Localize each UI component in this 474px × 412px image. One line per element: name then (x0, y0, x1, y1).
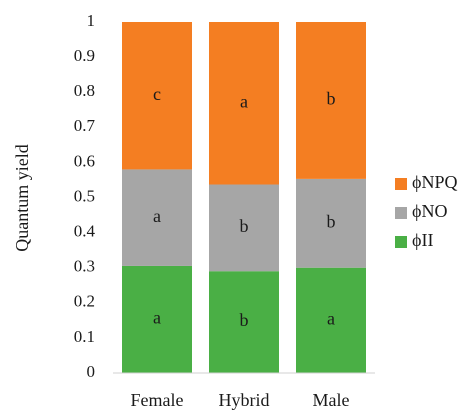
bar-segment-label: c (153, 84, 161, 104)
bar-segment-label: b (240, 310, 249, 330)
x-category-label: Male (313, 390, 350, 410)
y-tick-label: 0.8 (74, 81, 95, 100)
y-tick-label: 1 (87, 11, 96, 30)
bar-segment-label: a (327, 308, 335, 328)
bar-segment-label: b (327, 89, 336, 109)
legend: ϕNPQ ϕNO ϕII (395, 172, 457, 250)
x-category-label: Female (131, 390, 184, 410)
bar-segment-label: a (240, 91, 248, 111)
y-tick-label: 0.2 (74, 292, 95, 311)
bar-segment-hybrid-1 (209, 184, 279, 272)
bars: a a c b b a a b b (122, 22, 366, 373)
bar-segment-female-2 (122, 22, 192, 170)
y-tick-label: 0.5 (74, 186, 95, 205)
x-category-label: Hybrid (219, 390, 270, 410)
y-tick-label: 0.9 (74, 46, 95, 65)
legend-label: ϕNO (412, 201, 447, 221)
bar-segment-label: a (153, 308, 161, 328)
bar-segment-label: b (327, 211, 336, 231)
bar-segment-label: b (240, 216, 249, 236)
y-tick-label: 0.1 (74, 327, 95, 346)
y-tick-label: 0.7 (74, 116, 96, 135)
legend-label: ϕII (412, 230, 433, 250)
bar-segment-hybrid-0 (209, 271, 279, 373)
y-tick-label: 0.4 (74, 222, 96, 241)
legend-swatch (395, 236, 407, 248)
legend-swatch (395, 207, 407, 219)
y-tick-label: 0 (87, 362, 96, 381)
bar-segment-male-1 (296, 178, 366, 268)
bar-segment-female-0 (122, 265, 192, 373)
bar-segment-hybrid-2 (209, 22, 279, 185)
y-axis-ticks: 0 0.1 0.2 0.3 0.4 0.5 0.6 0.7 0.8 0.9 1 (74, 11, 96, 381)
bar-segment-male-2 (296, 22, 366, 179)
bar-segment-female-1 (122, 169, 192, 266)
x-axis-categories: Female Hybrid Male (131, 390, 350, 410)
y-tick-label: 0.3 (74, 257, 95, 276)
y-tick-label: 0.6 (74, 151, 95, 170)
legend-swatch (395, 178, 407, 190)
y-axis-label: Quantum yield (12, 144, 32, 251)
legend-label: ϕNPQ (412, 172, 457, 192)
bar-segment-male-0 (296, 267, 366, 373)
bar-segment-label: a (153, 206, 161, 226)
